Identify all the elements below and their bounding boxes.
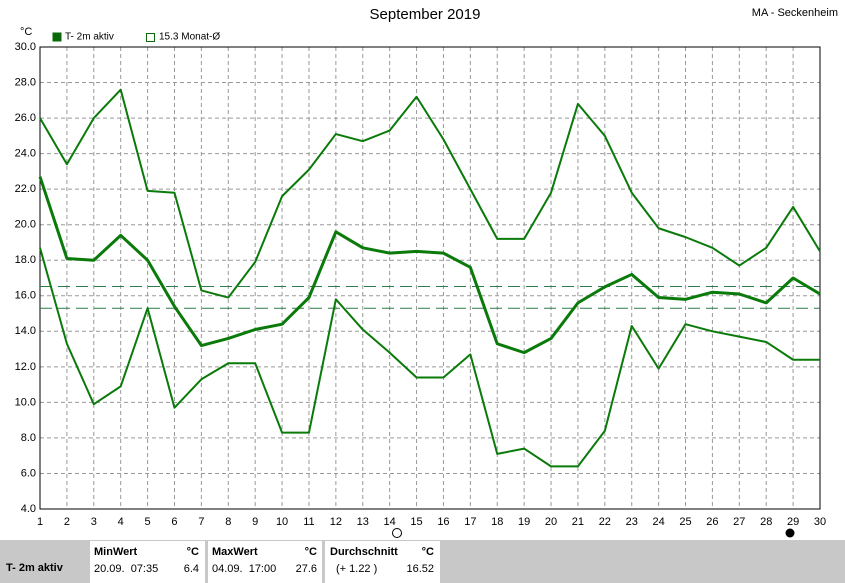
x-tick-label: 18 bbox=[491, 516, 503, 528]
stats-cell-text: 16.52 bbox=[406, 563, 434, 575]
x-tick-label: 7 bbox=[198, 516, 204, 528]
chart-bg bbox=[0, 0, 845, 540]
x-tick-label: 10 bbox=[276, 516, 288, 528]
x-tick-label: 20 bbox=[545, 516, 557, 528]
stats-cell-text: 27.6 bbox=[296, 563, 317, 575]
stats-cell-text: 6.4 bbox=[184, 563, 199, 575]
y-tick-label: 28.0 bbox=[15, 76, 36, 88]
stats-cell-text: (+ 1.22 ) bbox=[336, 563, 377, 575]
x-tick-label: 3 bbox=[91, 516, 97, 528]
x-tick-label: 4 bbox=[118, 516, 124, 528]
station: MA - Seckenheim bbox=[752, 7, 838, 19]
x-tick-label: 14 bbox=[384, 516, 396, 528]
stats-header: Durchschnitt bbox=[330, 546, 398, 558]
y-tick-label: 10.0 bbox=[15, 396, 36, 408]
x-tick-label: 8 bbox=[225, 516, 231, 528]
y-tick-label: 18.0 bbox=[15, 254, 36, 266]
x-tick-label: 9 bbox=[252, 516, 258, 528]
x-tick-label: 16 bbox=[437, 516, 449, 528]
legend-label: 15.3 Monat-Ø bbox=[159, 32, 220, 43]
stats-cell bbox=[208, 541, 322, 583]
stats-row-label: T- 2m aktiv bbox=[6, 562, 64, 574]
x-tick-label: 17 bbox=[464, 516, 476, 528]
stats-header: MinWert bbox=[94, 546, 138, 558]
stats-cell bbox=[325, 541, 440, 583]
stats-header: °C bbox=[187, 546, 199, 558]
series-line bbox=[39, 88, 821, 299]
plot-frame bbox=[39, 46, 821, 510]
legend-swatch bbox=[52, 32, 62, 42]
x-tick-label: 22 bbox=[599, 516, 611, 528]
x-tick-label: 2 bbox=[64, 516, 70, 528]
stats-header: MaxWert bbox=[212, 546, 258, 558]
stats-cell-text: 04.09. 17:00 bbox=[212, 563, 276, 575]
x-tick-label: 24 bbox=[652, 516, 664, 528]
x-tick-label: 30 bbox=[814, 516, 826, 528]
stats-header: °C bbox=[305, 546, 317, 558]
stats-header: °C bbox=[422, 546, 434, 558]
x-tick-label: 5 bbox=[145, 516, 151, 528]
series-line bbox=[39, 247, 820, 468]
y-tick-label: 16.0 bbox=[15, 290, 36, 302]
y-tick-label: 26.0 bbox=[15, 112, 36, 124]
y-tick-label: 8.0 bbox=[21, 432, 36, 444]
moon-full bbox=[392, 528, 402, 538]
x-tick-label: 11 bbox=[303, 516, 314, 528]
x-tick-label: 29 bbox=[787, 516, 799, 528]
y-tick-label: 14.0 bbox=[15, 325, 36, 337]
x-tick-label: 25 bbox=[679, 516, 691, 528]
x-tick-label: 1 bbox=[37, 516, 43, 528]
legend-swatch bbox=[146, 33, 155, 42]
series-line bbox=[38, 176, 821, 355]
y-tick-label: 6.0 bbox=[21, 467, 36, 479]
y-unit: °C bbox=[20, 26, 32, 38]
x-tick-label: 15 bbox=[410, 516, 422, 528]
y-tick-label: 30.0 bbox=[15, 41, 36, 53]
y-tick-label: 22.0 bbox=[15, 183, 36, 195]
y-tick-label: 12.0 bbox=[15, 361, 36, 373]
stats-cell-text: 20.09. 07:35 bbox=[94, 563, 158, 575]
x-tick-label: 27 bbox=[733, 516, 745, 528]
x-tick-label: 6 bbox=[171, 516, 177, 528]
x-tick-label: 19 bbox=[518, 516, 530, 528]
x-tick-label: 13 bbox=[357, 516, 369, 528]
stats-cell bbox=[90, 541, 205, 583]
x-tick-label: 23 bbox=[626, 516, 638, 528]
chart-title: September 2019 bbox=[370, 6, 481, 23]
legend-label: T- 2m aktiv bbox=[65, 32, 114, 43]
moon-new bbox=[785, 528, 795, 538]
x-tick-label: 28 bbox=[760, 516, 772, 528]
y-tick-label: 24.0 bbox=[15, 148, 36, 160]
x-tick-label: 21 bbox=[572, 516, 584, 528]
x-tick-label: 12 bbox=[330, 516, 342, 528]
y-tick-label: 4.0 bbox=[21, 503, 36, 515]
y-tick-label: 20.0 bbox=[15, 219, 36, 231]
x-tick-label: 26 bbox=[706, 516, 718, 528]
